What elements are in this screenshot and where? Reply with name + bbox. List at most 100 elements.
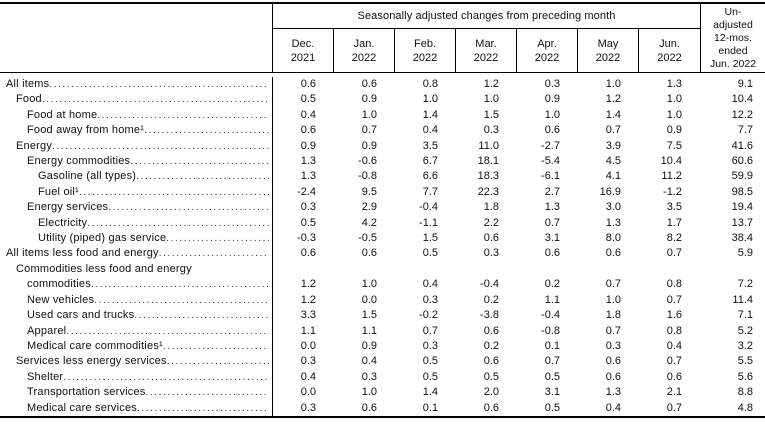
value-cell-12mo: 7.7 — [737, 124, 753, 137]
value-cell: 1.3 — [666, 78, 682, 90]
dot-leader — [52, 139, 269, 154]
value-cell: 2.1 — [666, 386, 682, 399]
value-cell: 1.5 — [483, 108, 499, 121]
value-cell-12mo: 38.4 — [731, 232, 753, 245]
value-cell: 1.3 — [605, 386, 621, 399]
row-label: Food at home — [27, 108, 98, 121]
value-cell: 7.5 — [666, 139, 682, 152]
dot-leader — [66, 324, 269, 339]
column-header-jan-2022: Jan. 2022 — [334, 29, 395, 72]
value-cell: -3.8 — [480, 309, 499, 322]
month-header-row: Dec. 2021 Jan. 2022 Feb. 2022 Mar. 2022 Apr.… — [273, 29, 700, 72]
value-cell: -2.4 — [297, 185, 316, 198]
column-header-feb-2022: Feb. 2022 — [395, 29, 456, 72]
value-cell-12mo: 7.2 — [737, 278, 753, 291]
row-label: New vehicles — [27, 293, 95, 306]
value-cell-12mo: 59.9 — [731, 170, 753, 183]
table-row: Commodities less food and energy commodit… — [0, 261, 765, 293]
value-cell: 0.7 — [666, 401, 682, 414]
value-cell: 4.5 — [605, 155, 621, 168]
dot-leader — [87, 216, 269, 231]
value-cell: 4.2 — [361, 216, 377, 229]
value-cell: 1.0 — [605, 293, 621, 306]
table-row: All items 0.6 0.6 0.8 1.2 0.3 1.0 1.3 9.1 — [0, 77, 765, 93]
value-cell: 16.9 — [599, 185, 621, 198]
value-cell: -0.8 — [541, 324, 560, 337]
value-cell-12mo: 13.7 — [731, 216, 753, 229]
table-body: All items 0.6 0.6 0.8 1.2 0.3 1.0 1.3 9.1 Food 0.5… — [0, 73, 765, 416]
value-cell-12mo: 5.6 — [737, 370, 753, 383]
value-cell: 18.3 — [477, 170, 499, 183]
value-cell: 0.3 — [300, 355, 316, 368]
bottom-rule — [0, 415, 765, 418]
row-stub: All items — [0, 77, 273, 93]
value-cell: 3.1 — [544, 386, 560, 399]
value-cell: 1.4 — [422, 386, 438, 399]
value-cell: 0.6 — [361, 78, 377, 90]
row-stub: Food at home — [0, 107, 273, 124]
table-row: Energy services 0.3 2.9 -0.4 1.8 1.3 3.0 3.5 19.… — [0, 200, 765, 216]
value-cell: 1.3 — [605, 216, 621, 229]
value-cell: 0.7 — [361, 124, 377, 137]
value-cell: 0.4 — [300, 370, 316, 383]
row-label: Shelter — [27, 370, 64, 383]
value-cell: 0.3 — [300, 401, 316, 414]
value-cell: 0.9 — [361, 339, 377, 352]
table-row: Food away from home¹ 0.6 0.7 0.4 0.3 0.6 0.7 0.… — [0, 123, 765, 139]
value-cell: 0.6 — [605, 355, 621, 368]
value-cell: 1.3 — [300, 155, 316, 168]
table-row: Energy 0.9 0.9 3.5 11.0 -2.7 3.9 7.5 41.6 — [0, 138, 765, 155]
value-cell-12mo: 3.2 — [737, 339, 753, 352]
value-cell: 10.4 — [660, 155, 682, 168]
value-cell-12mo: 5.2 — [737, 324, 753, 337]
value-cell: 0.3 — [300, 201, 316, 214]
dot-leader — [137, 401, 269, 416]
value-cell-12mo: 10.4 — [731, 93, 753, 106]
row-label: Food away from home¹ — [27, 124, 145, 137]
row-label: Apparel — [27, 324, 67, 337]
row-stub: Electricity — [0, 215, 273, 232]
value-cell: 0.6 — [483, 232, 499, 245]
value-cell: 0.8 — [422, 78, 438, 90]
dot-leader — [134, 308, 269, 323]
value-cell: 0.7 — [666, 355, 682, 368]
value-cell: -0.4 — [541, 309, 560, 322]
value-cell: 0.7 — [544, 355, 560, 368]
value-cell: -6.1 — [541, 170, 560, 183]
dot-leader — [94, 293, 269, 308]
value-cell: 1.1 — [361, 324, 377, 337]
column-header-apr-2022: Apr. 2022 — [517, 29, 578, 72]
value-cell: 2.7 — [544, 185, 560, 198]
month-columns-header: Seasonally adjusted changes from precedi… — [273, 4, 700, 72]
column-header-may-2022: May 2022 — [578, 29, 639, 72]
value-cell: -1.2 — [663, 185, 682, 198]
value-cell: -1.1 — [419, 216, 438, 229]
value-cell: 0.1 — [544, 339, 560, 352]
value-cell-12mo: 7.1 — [737, 309, 753, 322]
dot-leader — [108, 200, 269, 215]
dot-leader — [159, 246, 269, 261]
value-cell-12mo: 41.6 — [731, 139, 753, 152]
row-stub: Gasoline (all types) — [0, 169, 273, 185]
table-row: Food at home 0.4 1.0 1.4 1.5 1.0 1.4 1.0 12.2 — [0, 107, 765, 124]
column-group-title: Seasonally adjusted changes from precedi… — [273, 4, 700, 29]
value-cell: 1.5 — [422, 232, 438, 245]
value-cell-12mo: 8.8 — [737, 386, 753, 399]
value-cell: 0.5 — [422, 247, 438, 260]
value-cell: 1.0 — [544, 108, 560, 121]
value-cell: 0.3 — [605, 339, 621, 352]
value-cell: 0.7 — [422, 324, 438, 337]
value-cell: 0.3 — [361, 370, 377, 383]
value-cell-12mo: 60.6 — [731, 155, 753, 168]
value-cell: 3.5 — [422, 139, 438, 152]
value-cell: 0.6 — [483, 355, 499, 368]
table-row: Electricity 0.5 4.2 -1.1 2.2 0.7 1.3 1.7 13.7 — [0, 215, 765, 232]
value-cell: 3.3 — [300, 309, 316, 322]
value-cell: -2.7 — [541, 139, 560, 152]
value-cell-12mo: 5.5 — [737, 355, 753, 368]
value-cell: 1.3 — [544, 201, 560, 214]
row-label: Food — [16, 93, 42, 106]
value-cell: 1.0 — [666, 93, 682, 106]
value-cell: 0.9 — [300, 139, 316, 152]
stub-header-cell — [0, 4, 273, 72]
